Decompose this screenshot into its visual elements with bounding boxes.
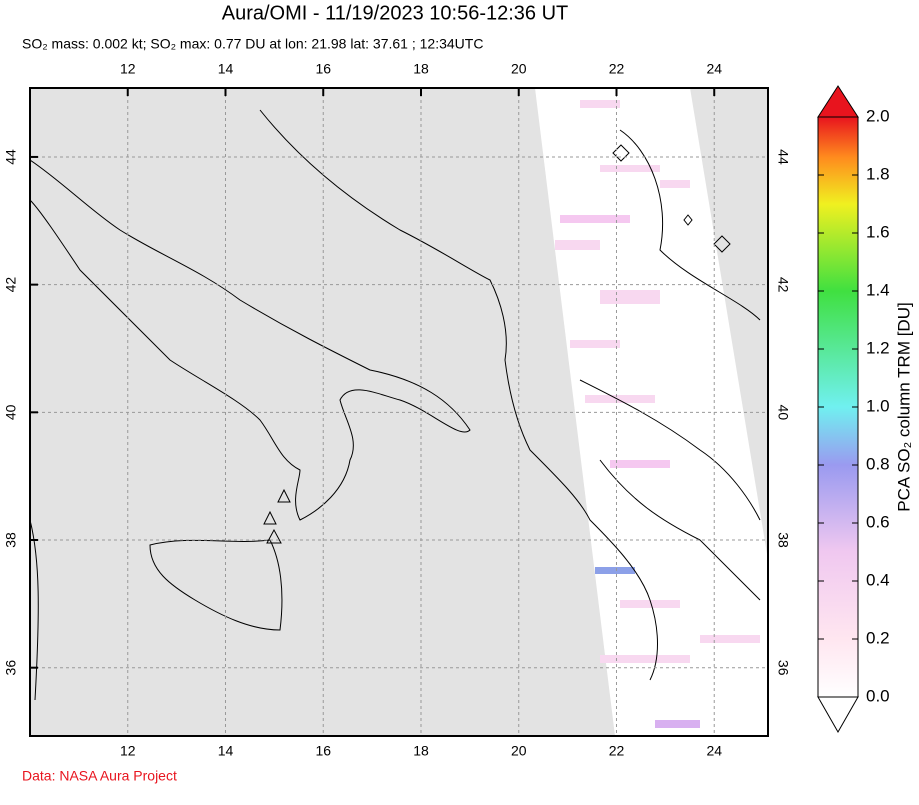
- colorbar-tick-label: 1.2: [866, 338, 890, 357]
- graticule: [30, 88, 768, 736]
- markers: [263, 144, 731, 544]
- lat-label: 38: [775, 532, 791, 548]
- colorbar-tick-label: 0.8: [866, 454, 890, 473]
- lon-label: 16: [315, 61, 331, 77]
- colorbar-max-arrow: [817, 85, 859, 118]
- lon-label: 22: [609, 61, 625, 77]
- lon-label: 24: [706, 61, 722, 77]
- colorbar-tick-label: 1.0: [866, 396, 890, 415]
- colorbar-tick-label: 0.6: [866, 512, 890, 531]
- title: Aura/OMI - 11/19/2023 10:56-12:36 UT: [222, 2, 569, 24]
- colorbar-min-arrow: [817, 696, 859, 734]
- lon-label: 16: [315, 743, 331, 759]
- colorbar-label: PCA SO₂ column TRM [DU]: [894, 302, 913, 511]
- footer: Data: NASA Aura Project: [22, 768, 177, 784]
- lon-label: 20: [511, 61, 527, 77]
- lat-label: 42: [775, 277, 791, 293]
- lat-label: 38: [3, 532, 19, 548]
- colorbar-tick-label: 2.0: [866, 106, 890, 125]
- map-area: [30, 88, 768, 736]
- lat-label: 40: [775, 405, 791, 421]
- colorbar-tick-label: 0.0: [866, 686, 890, 705]
- subtitle: SO₂ mass: 0.002 kt; SO₂ max: 0.77 DU at …: [22, 36, 483, 52]
- lon-label: 14: [218, 61, 234, 77]
- colorbar-tick-label: 1.8: [866, 164, 890, 183]
- coastlines: [30, 109, 761, 701]
- swath-pixels: [555, 100, 760, 728]
- lon-label: 20: [511, 743, 527, 759]
- lat-label: 40: [3, 404, 19, 420]
- lat-label: 36: [775, 660, 791, 676]
- colorbar-tick-label: 1.4: [866, 280, 890, 299]
- lon-label: 18: [413, 61, 429, 77]
- lon-label: 24: [706, 743, 722, 759]
- colorbar-tick-label: 0.2: [866, 628, 890, 647]
- lon-label: 14: [218, 743, 234, 759]
- lat-label: 42: [3, 277, 19, 293]
- lat-label: 44: [3, 149, 19, 165]
- lon-label: 22: [609, 743, 625, 759]
- colorbar-tick-label: 1.6: [866, 222, 890, 241]
- lon-label: 12: [120, 61, 136, 77]
- colorbar-tick-label: 0.4: [866, 570, 890, 589]
- lat-label: 44: [775, 149, 791, 165]
- lon-label: 18: [413, 743, 429, 759]
- lat-label: 36: [3, 660, 19, 676]
- lon-label: 12: [120, 743, 136, 759]
